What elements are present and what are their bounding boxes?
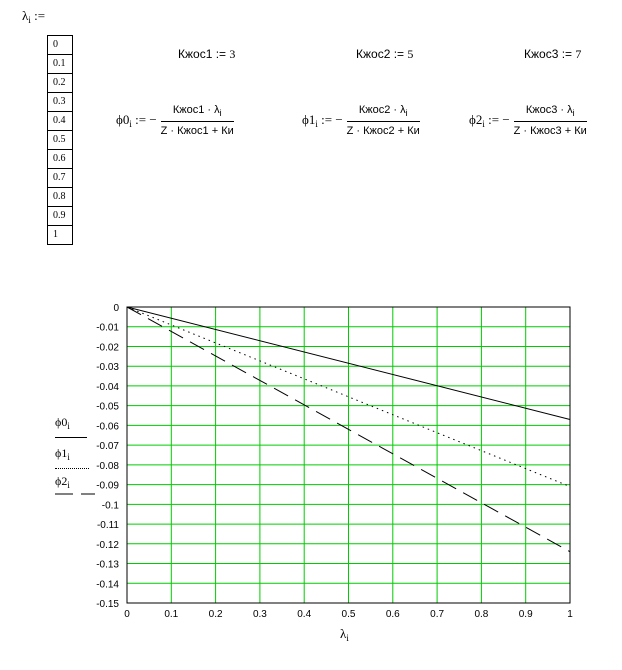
chart-series bbox=[126, 306, 571, 553]
lambda-vector-header: λi := bbox=[22, 8, 45, 25]
lambda-subscript: i bbox=[28, 15, 31, 25]
x-tick-label: 0.2 bbox=[209, 609, 223, 620]
constant-name: Кжос2 bbox=[356, 47, 391, 61]
vector-row[interactable]: 0.1 bbox=[47, 54, 73, 74]
vector-cell[interactable]: 0.7 bbox=[47, 168, 73, 188]
vector-cell[interactable]: 0.1 bbox=[47, 54, 73, 74]
constant-value: 3 bbox=[229, 47, 236, 61]
constant-def-1[interactable]: Кжос1 := 3 bbox=[178, 47, 235, 62]
x-tick-label: 0.8 bbox=[474, 609, 488, 620]
x-tick-label: 0.1 bbox=[164, 609, 178, 620]
constant-def-2[interactable]: Кжос2 := 5 bbox=[356, 47, 413, 62]
fraction-numerator: Кжос2 · λi bbox=[358, 104, 408, 118]
series-line-solid bbox=[126, 306, 571, 420]
vector-cell[interactable]: 0 bbox=[47, 35, 73, 55]
formula-fraction: Кжос1 · λi Z · Кжос1 + Ки bbox=[160, 104, 234, 137]
x-tick-label: 0.7 bbox=[430, 609, 444, 620]
vector-cell[interactable]: 0.9 bbox=[47, 206, 73, 226]
constant-name: Кжос1 bbox=[178, 47, 213, 61]
y-tick-label: -0.12 bbox=[96, 540, 119, 551]
y-tick-label: -0.07 bbox=[96, 441, 119, 452]
constant-value: 7 bbox=[575, 47, 582, 61]
vector-cell[interactable]: 0.8 bbox=[47, 187, 73, 207]
constant-value: 5 bbox=[407, 47, 414, 61]
formula-phi1[interactable]: ϕ1i := − Кжос2 · λi Z · Кжос2 + Ки bbox=[302, 104, 420, 137]
x-tick-label: 0.9 bbox=[519, 609, 533, 620]
fraction-bar bbox=[346, 121, 420, 122]
vector-row[interactable]: 0.3 bbox=[47, 92, 73, 112]
fraction-denominator: Z · Кжос3 + Ки bbox=[513, 125, 587, 137]
legend-swatch-dashed bbox=[55, 493, 95, 495]
x-axis-label: λi bbox=[340, 626, 349, 643]
vector-cell[interactable]: 0.5 bbox=[47, 130, 73, 150]
y-tick-label: -0.1 bbox=[102, 500, 120, 511]
vector-cell[interactable]: 1 bbox=[47, 225, 73, 245]
constant-name: Кжос3 bbox=[524, 47, 559, 61]
constant-def-3[interactable]: Кжос3 := 7 bbox=[524, 47, 581, 62]
legend-swatch-solid bbox=[55, 437, 87, 438]
assign-operator: := bbox=[215, 47, 227, 61]
vector-row[interactable]: 0.9 bbox=[47, 206, 73, 226]
y-tick-labels: 0 -0.01 -0.02 -0.03 -0.04 -0.05 -0.06 -0.07 -0.0… bbox=[96, 303, 119, 610]
y-tick-label: -0.08 bbox=[96, 461, 119, 472]
y-tick-label: 0 bbox=[113, 303, 119, 314]
y-tick-label: -0.01 bbox=[96, 323, 119, 334]
plot-frame bbox=[126, 306, 571, 604]
vector-row[interactable]: 1 bbox=[47, 225, 73, 245]
y-tick-label: -0.03 bbox=[96, 362, 119, 373]
y-legend-phi2: ϕ2i bbox=[55, 474, 70, 490]
fraction-denominator: Z · Кжос2 + Ки bbox=[346, 125, 420, 137]
x-tick-label: 0.4 bbox=[297, 609, 311, 620]
x-tick-label: 0.3 bbox=[253, 609, 267, 620]
vector-cell[interactable]: 0.4 bbox=[47, 111, 73, 131]
y-tick-label: -0.09 bbox=[96, 481, 119, 492]
vector-row[interactable]: 0.4 bbox=[47, 111, 73, 131]
assign-operator: := bbox=[34, 8, 46, 23]
fraction-bar bbox=[160, 121, 234, 122]
formula-lhs: ϕ1i := − bbox=[302, 112, 343, 129]
formula-phi2[interactable]: ϕ2i := − Кжос3 · λi Z · Кжос3 + Ки bbox=[469, 104, 587, 137]
formula-phi0[interactable]: ϕ0i := − Кжос1 · λi Z · Кжос1 + Ки bbox=[116, 104, 234, 137]
lambda-symbol: λ bbox=[22, 8, 29, 23]
y-tick-label: -0.13 bbox=[96, 560, 119, 571]
y-tick-label: -0.06 bbox=[96, 421, 119, 432]
x-tick-label: 0.6 bbox=[386, 609, 400, 620]
fraction-numerator: Кжос1 · λi bbox=[172, 104, 222, 118]
assign-operator: := bbox=[561, 47, 573, 61]
y-tick-label: -0.02 bbox=[96, 342, 119, 353]
x-tick-label: 1 bbox=[567, 609, 573, 620]
fraction-numerator: Кжос3 · λi bbox=[525, 104, 575, 118]
line-chart[interactable]: 0 -0.01 -0.02 -0.03 -0.04 -0.05 -0.06 -0.07 -0.0… bbox=[0, 290, 622, 650]
y-legend-phi1: ϕ1i bbox=[55, 446, 70, 462]
y-tick-label: -0.15 bbox=[96, 599, 119, 610]
x-tick-labels: 0 0.1 0.2 0.3 0.4 0.5 0.6 0.7 0.8 0.9 1 bbox=[124, 609, 573, 620]
series-line-dashed bbox=[126, 306, 571, 553]
x-tick-label: 0.5 bbox=[342, 609, 356, 620]
assign-operator: := bbox=[393, 47, 405, 61]
x-tick-label: 0 bbox=[124, 609, 130, 620]
y-tick-label: -0.05 bbox=[96, 402, 119, 413]
vector-row[interactable]: 0.8 bbox=[47, 187, 73, 207]
vector-row[interactable]: 0 bbox=[47, 35, 73, 55]
vector-cell[interactable]: 0.6 bbox=[47, 149, 73, 169]
y-tick-label: -0.14 bbox=[96, 579, 119, 590]
fraction-denominator: Z · Кжос1 + Ки bbox=[160, 125, 234, 137]
formula-lhs: ϕ0i := − bbox=[116, 112, 157, 129]
vector-row[interactable]: 0.6 bbox=[47, 149, 73, 169]
vector-cell[interactable]: 0.3 bbox=[47, 92, 73, 112]
vector-row[interactable]: 0.7 bbox=[47, 168, 73, 188]
formula-lhs: ϕ2i := − bbox=[469, 112, 510, 129]
formula-fraction: Кжос3 · λi Z · Кжос3 + Ки bbox=[513, 104, 587, 137]
vector-cell[interactable]: 0.2 bbox=[47, 73, 73, 93]
formula-fraction: Кжос2 · λi Z · Кжос2 + Ки bbox=[346, 104, 420, 137]
y-tick-label: -0.11 bbox=[97, 520, 119, 531]
y-legend-phi0: ϕ0i bbox=[55, 415, 70, 431]
legend-swatch-dotted bbox=[55, 468, 89, 469]
vector-row[interactable]: 0.2 bbox=[47, 73, 73, 93]
chart-grid bbox=[126, 306, 571, 604]
lambda-vector-table[interactable]: 0 0.1 0.2 0.3 0.4 0.5 0.6 0.7 0.8 0.9 1 bbox=[47, 35, 73, 245]
fraction-bar bbox=[513, 121, 587, 122]
y-tick-label: -0.04 bbox=[96, 382, 119, 393]
vector-row[interactable]: 0.5 bbox=[47, 130, 73, 150]
